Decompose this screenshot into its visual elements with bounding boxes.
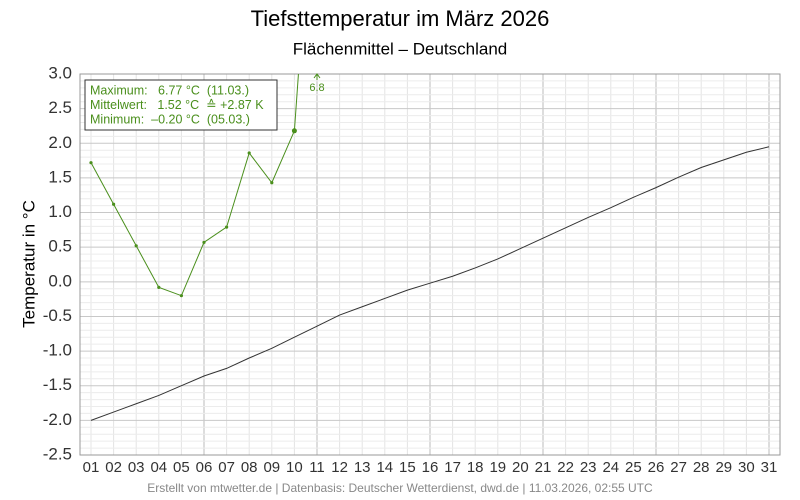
data-label: 6.8 bbox=[309, 82, 324, 94]
chart-subtitle: Flächenmittel – Deutschland bbox=[293, 39, 508, 58]
x-tick-label: 04 bbox=[150, 459, 167, 476]
x-tick-label: 06 bbox=[196, 459, 213, 476]
stats-line: Minimum: –0.20 °C (05.03.) bbox=[90, 112, 250, 126]
x-tick-label: 10 bbox=[286, 459, 303, 476]
y-tick-label: -2.0 bbox=[43, 410, 72, 429]
point bbox=[112, 202, 116, 206]
x-tick-label: 25 bbox=[625, 459, 642, 476]
y-tick-label: 3.0 bbox=[48, 63, 72, 82]
footer: Erstellt von mtwetter.de | Datenbasis: D… bbox=[147, 481, 653, 495]
x-tick-label: 22 bbox=[557, 459, 574, 476]
x-tick-label: 27 bbox=[670, 459, 687, 476]
y-tick-label: 0.0 bbox=[48, 271, 72, 290]
y-tick-label: 2.5 bbox=[48, 98, 72, 117]
y-tick-label: -0.5 bbox=[43, 306, 72, 325]
x-tick-label: 21 bbox=[535, 459, 552, 476]
y-tick-label: 1.0 bbox=[48, 202, 72, 221]
point bbox=[225, 225, 229, 229]
y-tick-label: 2.0 bbox=[48, 133, 72, 152]
x-tick-label: 28 bbox=[693, 459, 710, 476]
x-tick-label: 18 bbox=[467, 459, 484, 476]
x-tick-label: 23 bbox=[580, 459, 597, 476]
x-tick-label: 26 bbox=[648, 459, 665, 476]
x-tick-label: 31 bbox=[761, 459, 778, 476]
x-tick-label: 12 bbox=[331, 459, 348, 476]
y-tick-label: 0.5 bbox=[48, 237, 72, 256]
x-tick-label: 14 bbox=[376, 459, 393, 476]
y-tick-label: -2.5 bbox=[43, 444, 72, 463]
point bbox=[270, 181, 274, 185]
x-tick-label: 13 bbox=[354, 459, 371, 476]
off-chart-arrow bbox=[313, 73, 321, 80]
x-tick-label: 07 bbox=[218, 459, 235, 476]
y-tick-label: 1.5 bbox=[48, 167, 72, 186]
x-tick-label: 17 bbox=[444, 459, 461, 476]
x-tick-label: 05 bbox=[173, 459, 190, 476]
point bbox=[179, 294, 183, 298]
x-tick-label: 08 bbox=[241, 459, 258, 476]
x-tick-label: 09 bbox=[263, 459, 280, 476]
point bbox=[157, 285, 161, 289]
x-tick-label: 11 bbox=[309, 459, 325, 476]
point bbox=[89, 161, 93, 165]
point bbox=[202, 240, 206, 244]
point bbox=[247, 151, 251, 155]
y-tick-label: -1.5 bbox=[43, 375, 72, 394]
stats-line: Maximum: 6.77 °C (11.03.) bbox=[90, 83, 249, 97]
chart-title: Tiefsttemperatur im März 2026 bbox=[251, 6, 550, 31]
stats-line: Mittelwert: 1.52 °C ≙ +2.87 K bbox=[90, 98, 264, 112]
x-tick-label: 03 bbox=[128, 459, 145, 476]
x-tick-label: 20 bbox=[512, 459, 529, 476]
point bbox=[291, 128, 297, 134]
x-tick-label: 16 bbox=[422, 459, 439, 476]
series-line bbox=[90, 146, 770, 421]
x-tick-label: 02 bbox=[105, 459, 122, 476]
point bbox=[134, 244, 138, 248]
x-tick-label: 15 bbox=[399, 459, 416, 476]
x-tick-label: 24 bbox=[602, 459, 619, 476]
plot-frame bbox=[79, 73, 781, 456]
y-tick-label: -1.0 bbox=[43, 341, 72, 360]
y-axis-label: Temperatur in °C bbox=[19, 200, 38, 328]
stats-box bbox=[84, 79, 278, 131]
x-tick-label: 29 bbox=[715, 459, 732, 476]
x-tick-label: 01 bbox=[83, 459, 100, 476]
x-tick-label: 30 bbox=[738, 459, 755, 476]
x-tick-label: 19 bbox=[489, 459, 506, 476]
